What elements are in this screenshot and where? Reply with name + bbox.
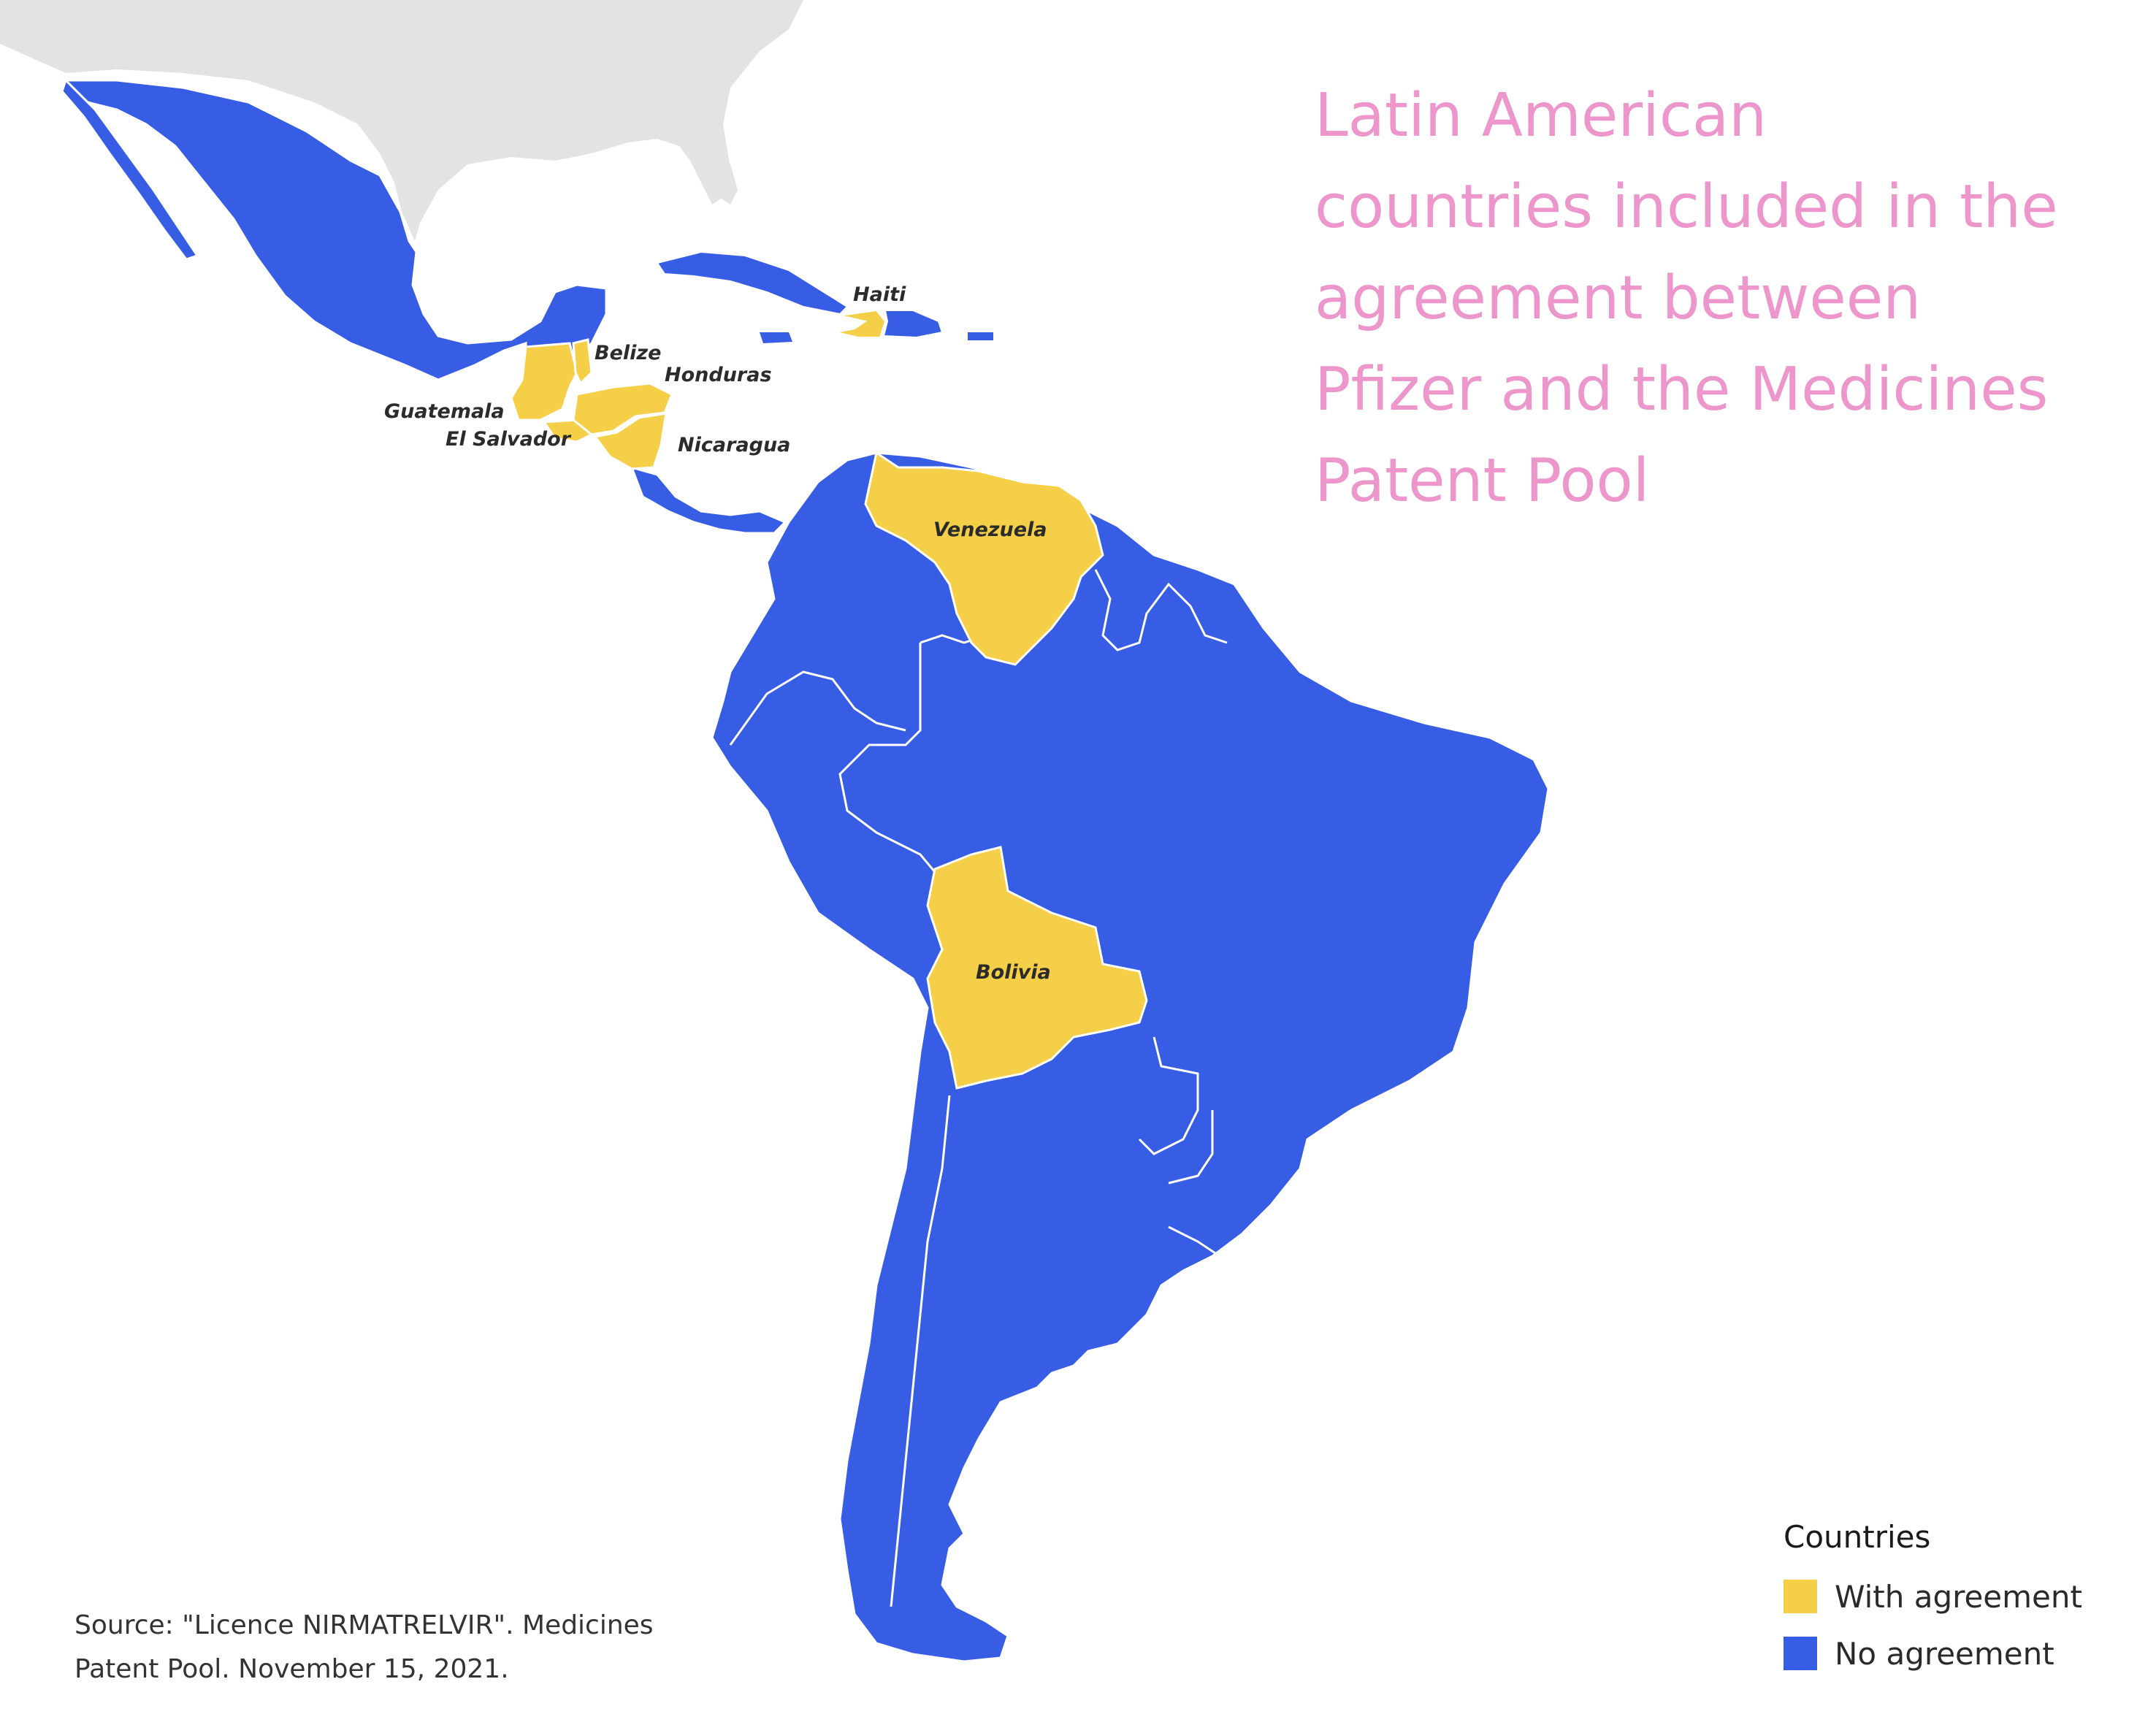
label-el-salvador: El Salvador [446,428,572,451]
country-belize [572,338,593,386]
country-dominican-republic [882,310,944,339]
source-note: Source: "Licence NIRMATRELVIR". Medicine… [74,1604,654,1691]
north-america-land [0,0,803,241]
title-line: Patent Pool [1315,446,1650,516]
country-nicaragua [593,412,668,470]
map-title: Latin American countries included in the… [1315,70,2133,527]
legend-swatch-with-agreement [1784,1580,1817,1613]
south-america-land [711,451,1550,1663]
label-guatemala: Guatemala [384,400,505,423]
legend-item-with-agreement: With agreement [1784,1568,2082,1625]
title-line: Latin American [1315,81,1767,150]
legend-swatch-no-agreement [1784,1637,1817,1670]
source-line: Source: "Licence NIRMATRELVIR". Medicine… [74,1610,654,1640]
legend: Countries With agreement No agreement [1784,1519,2082,1682]
florida-peninsula [687,146,738,204]
label-honduras: Honduras [665,364,772,386]
country-puerto-rico [968,332,993,340]
country-guatemala [510,342,578,421]
country-borders [729,569,1242,1607]
legend-label: With agreement [1835,1578,2082,1615]
legend-title: Countries [1784,1519,1931,1555]
country-cuba [656,250,849,315]
baja-california [61,78,199,261]
country-jamaica [760,332,792,343]
label-belize: Belize [595,342,661,364]
legend-label: No agreement [1835,1635,2054,1672]
label-nicaragua: Nicaragua [678,434,790,456]
label-bolivia: Bolivia [976,961,1051,984]
country-venezuela [864,451,1104,666]
country-mexico [63,79,608,381]
title-line: Pfizer and the Medicines [1315,355,2049,424]
country-costa-rica-panama [630,465,787,535]
country-haiti [836,309,887,338]
legend-item-no-agreement: No agreement [1784,1625,2082,1682]
title-line: agreement between [1315,264,1922,333]
country-bolivia [926,846,1148,1090]
source-line: Patent Pool. November 15, 2021. [74,1654,509,1684]
country-honduras [572,382,673,436]
label-haiti: Haiti [853,283,906,306]
label-venezuela: Venezuela [933,519,1047,541]
title-line: countries included in the [1315,172,2058,242]
